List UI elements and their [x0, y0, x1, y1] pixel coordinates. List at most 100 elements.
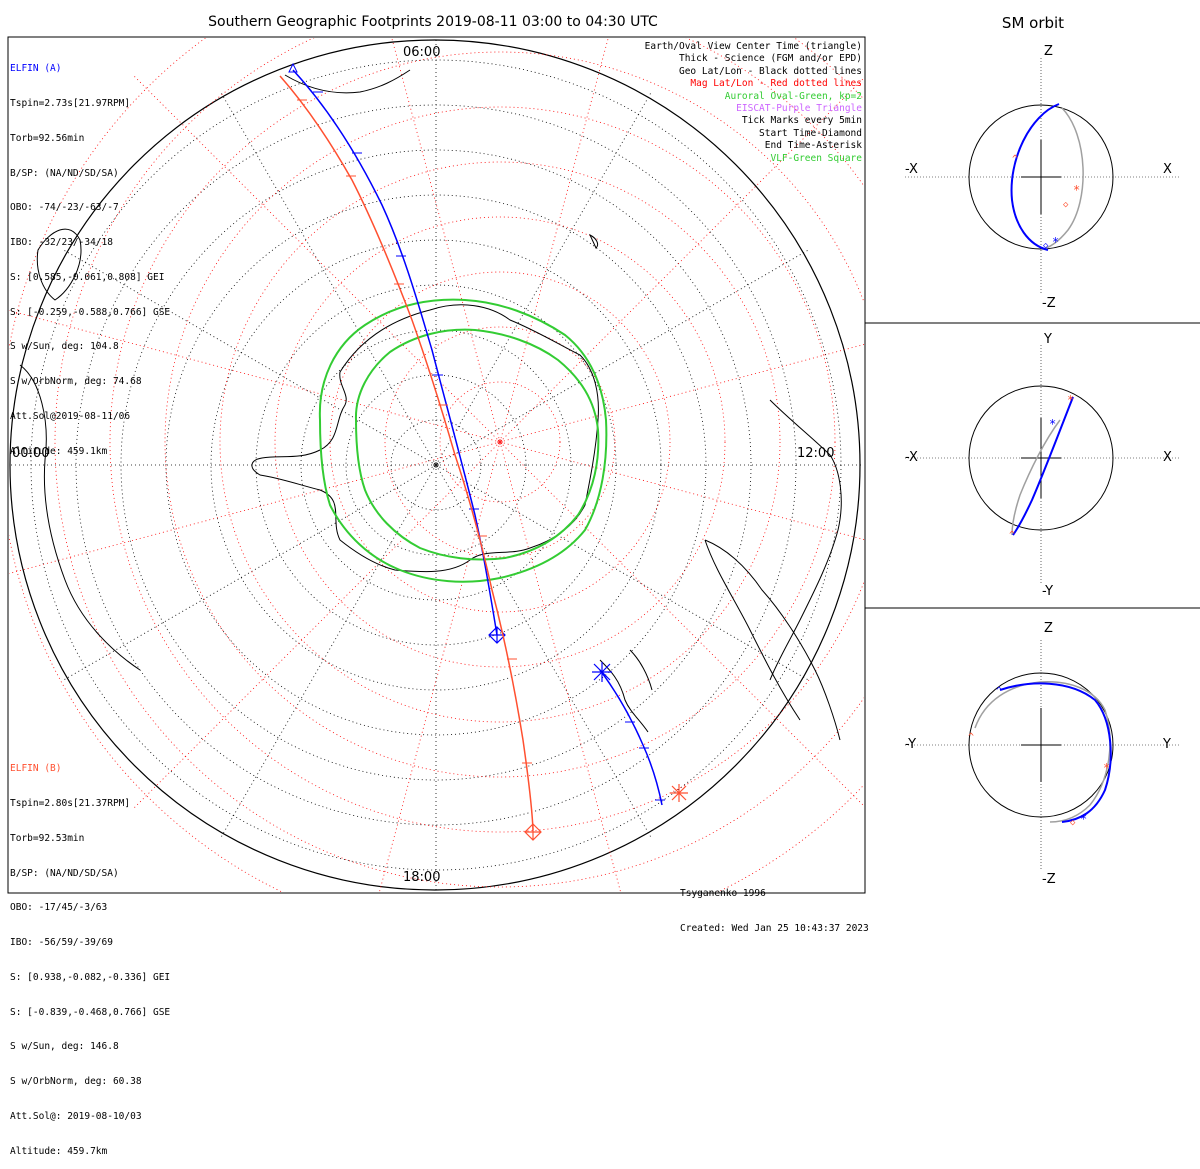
- mag-latitude-circle: [274, 216, 726, 668]
- coast-isle-1: [588, 233, 599, 249]
- mag-pole-marker: [497, 439, 503, 445]
- sm1-orbit-gray: [1039, 107, 1084, 251]
- sm-panel-yz: ^ ^ * * ◇: [905, 640, 1180, 870]
- map-area: [9, 38, 864, 892]
- geo-meridian: [220, 464, 437, 838]
- mag-latitude-circle: [109, 51, 864, 833]
- hour-top: 06:00: [403, 45, 441, 60]
- sm1-orbit-blue: [1010, 103, 1060, 251]
- elfin-a-line: Torb=92.56min: [10, 132, 85, 144]
- mag-latitude-circle: [439, 381, 561, 503]
- sm1-label-right: X: [1163, 162, 1172, 177]
- auroral-oval: [318, 298, 608, 583]
- svg-text:*: *: [1080, 812, 1087, 826]
- elfin-b-line: Altitude: 459.7km: [10, 1145, 108, 1157]
- mag-latlon-grid: [9, 38, 864, 892]
- elfin-b-tick-marks: [297, 99, 532, 764]
- legend-item: Tick Marks every 5min: [741, 115, 862, 127]
- elfin-a-triangle: [288, 62, 298, 73]
- mag-meridian: [499, 344, 864, 443]
- coast-south-america: [704, 539, 841, 741]
- svg-text:◇: ◇: [1043, 241, 1049, 251]
- mag-latitude-circle: [329, 271, 671, 613]
- sm2-orbit-blue: [1012, 396, 1074, 536]
- mag-meridian: [499, 441, 864, 540]
- mag-latitude-circle: [219, 161, 781, 723]
- credit: Tsyganenko-1996 Created: Wed Jan 25 10:4…: [680, 865, 869, 946]
- svg-text:^: ^: [1009, 530, 1015, 541]
- geo-latlon-grid: [9, 38, 864, 892]
- elfin-a-tick-marks: [313, 91, 665, 801]
- mag-meridian: [391, 38, 501, 443]
- svg-text:*: *: [1103, 761, 1110, 775]
- auroral-oval-outer: [318, 298, 608, 583]
- elfin-a-footprint-line: [292, 69, 498, 636]
- hour-bottom: 18:00: [403, 870, 441, 885]
- map-frame: [7, 36, 866, 894]
- sm1-earth: [968, 104, 1114, 250]
- mag-meridian: [9, 310, 501, 443]
- geo-meridian: [435, 249, 809, 466]
- sm1-label-top: Z: [1044, 44, 1053, 59]
- elfin-b-line: Torb=92.53min: [10, 832, 85, 844]
- legend-item: Mag Lat/Lon - Red dotted lines: [690, 78, 862, 90]
- plot-title: Southern Geographic Footprints 2019-08-1…: [208, 14, 658, 30]
- elfin-b-line: OBO: -17/45/-3/63: [10, 902, 108, 914]
- mag-meridian: [132, 74, 501, 443]
- svg-text:*: *: [1049, 417, 1056, 431]
- sm3-label-bottom: -Z: [1042, 872, 1056, 887]
- geo-latitude-circle: [345, 374, 527, 556]
- elfin-b-name: ELFIN (B): [10, 763, 62, 775]
- legend-item: Earth/Oval View Center Time (triangle): [644, 41, 862, 52]
- hour-right: 12:00: [797, 446, 835, 461]
- elfin-a-line: IBO: -32/23/-34/18: [10, 237, 113, 249]
- auroral-oval-inner: [354, 328, 600, 561]
- sm1-label-bottom: -Z: [1042, 296, 1056, 311]
- elfin-b-line: Tspin=2.80s[21.37RPM]: [10, 797, 131, 809]
- sm2-label-left: -X: [905, 450, 918, 465]
- elfin-b-end-asterisk: [670, 784, 688, 802]
- elfin-b-line: S: [-0.839,-0.468,0.766] GSE: [10, 1006, 171, 1018]
- created-label: Created: Wed Jan 25 10:43:37 2023: [680, 922, 869, 934]
- model-label: Tsyganenko-1996: [680, 888, 766, 899]
- sm-panel-xz: * * ^ ◇ ◇: [905, 58, 1180, 295]
- sm-panel-xy: * * ^: [905, 345, 1180, 585]
- elfin-a-footprint-line-2: [599, 669, 663, 806]
- legend-item: VLF-Green Square: [770, 152, 862, 164]
- geo-meridian: [63, 464, 437, 681]
- elfin-a-line: B/SP: (NA/ND/SD/SA): [10, 167, 119, 179]
- elfin-a-line: Tspin=2.73s[21.97RPM]: [10, 97, 131, 109]
- elfin-a-info: ELFIN (A) Tspin=2.73s[21.97RPM] Torb=92.…: [10, 40, 170, 469]
- sm2-orbit-gray: [1011, 419, 1061, 536]
- sm3-orbit-blue: [999, 682, 1112, 823]
- geo-meridian: [435, 464, 809, 681]
- mag-meridian: [499, 441, 621, 892]
- hour-left: 00:00: [12, 446, 50, 461]
- coast-madagascar: [36, 228, 82, 301]
- mag-meridian: [499, 38, 609, 443]
- elfin-a-line: S: [0.585,-0.061,0.808] GEI: [10, 271, 165, 283]
- sm2-label-top: Y: [1044, 332, 1052, 347]
- legend-item: Thick - Science (FGM and/or EPD): [678, 53, 862, 65]
- sm1-label-left: -X: [905, 162, 918, 177]
- legend: Earth/Oval View Center Time (triangle) Th…: [645, 41, 862, 165]
- footprint-figure: * * ^ ◇ ◇ * * ^ ^ ^ * * ◇: [7, 36, 1200, 894]
- coast-new-zealand: [599, 649, 653, 733]
- elfin-b-info: ELFIN (B) Tspin=2.80s[21.37RPM] Torb=92.…: [10, 740, 170, 1169]
- elfin-b-line: IBO: -56/59/-39/69: [10, 937, 113, 949]
- elfin-a-line: S w/Sun, deg: 104.8: [10, 341, 119, 353]
- elfin-b-track: [279, 75, 688, 841]
- geo-latitude-circle: [120, 149, 752, 781]
- elfin-a-line: S: [-0.259,-0.588,0.766] GSE: [10, 306, 171, 318]
- legend-item: Geo Lat/Lon - Black dotted lines: [678, 65, 862, 77]
- geo-meridian: [220, 92, 437, 466]
- geo-pole-marker: [433, 462, 439, 468]
- elfin-b-line: S w/OrbNorm, deg: 60.38: [10, 1076, 142, 1088]
- elfin-b-line: S: [0.938,-0.082,-0.336] GEI: [10, 971, 171, 983]
- mag-meridian: [132, 441, 501, 810]
- elfin-b-footprint-line: [279, 75, 534, 831]
- sm3-label-top: Z: [1044, 621, 1053, 636]
- mag-latitude-circle: [164, 106, 836, 778]
- sm3-earth: [968, 672, 1114, 818]
- sm3-label-left: -Y: [905, 737, 917, 752]
